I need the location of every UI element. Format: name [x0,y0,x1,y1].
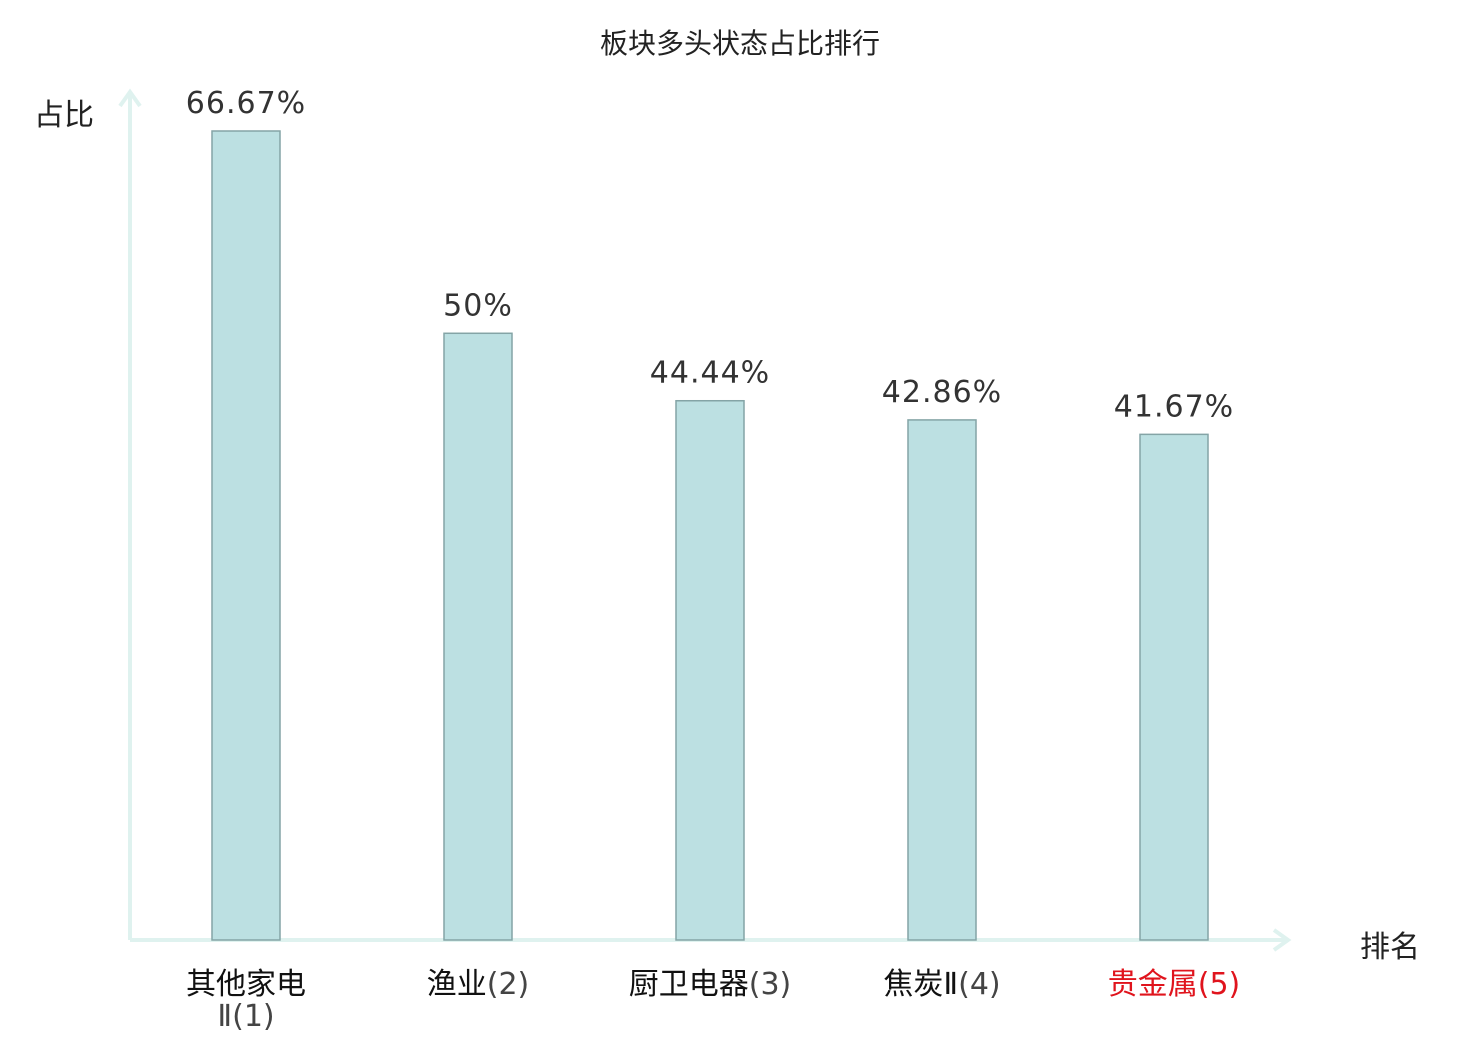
value-labels: 66.67% 50% 44.44% 42.86% 41.67% [186,86,1234,424]
y-axis-label: 占比 [34,98,94,133]
bar [443,332,513,941]
bar-value-label: 66.67% [186,86,306,121]
y-axis-arrow [118,88,142,108]
bar [1139,433,1209,941]
bar-value-label: 42.86% [882,375,1002,410]
bar-value-label: 41.67% [1114,389,1234,424]
category-label: 渔业(2) [427,967,530,1002]
bar [675,399,745,941]
category-label-line2: Ⅱ(1) [217,999,274,1034]
bar [211,130,281,941]
bars [211,130,1209,941]
bar-value-label: 50% [443,288,513,323]
bar-value-label: 44.44% [650,356,770,391]
chart-title: 板块多头状态占比排行 [599,27,880,60]
category-label: 贵金属(5) [1108,967,1241,1002]
x-axis-label: 排名 [1360,930,1420,965]
category-label: 其他家电 [186,967,306,1002]
category-label: 焦炭Ⅱ(4) [883,967,1000,1002]
category-label: 厨卫电器(3) [629,967,792,1002]
x-axis-arrow [1272,928,1292,952]
bar [907,419,977,941]
